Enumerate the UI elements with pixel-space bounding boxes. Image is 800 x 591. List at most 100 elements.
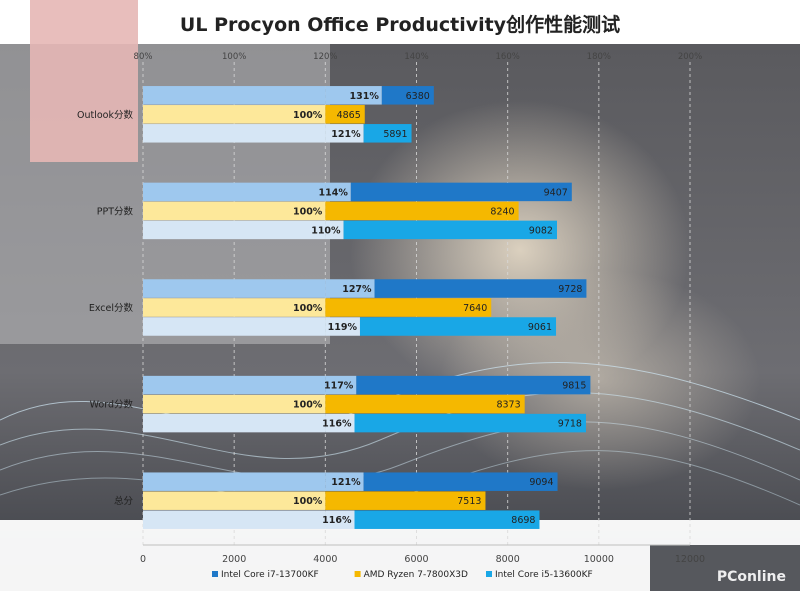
bar-value-segment [354,510,540,529]
x-top-tick-label: 80% [134,52,153,62]
bar-value-label: 9728 [558,284,582,295]
bar-percent-label: 121% [331,477,361,488]
bar-percent-label: 110% [311,225,341,236]
x-top-tick-label: 100% [222,52,246,62]
bar-value-segment [359,317,557,336]
bar-base-segment [143,124,326,143]
bar-value-label: 9061 [528,322,552,333]
bar-value-segment [356,375,591,395]
x-bottom-tick-label: 8000 [496,554,520,565]
bar-value-label: 8698 [511,515,535,526]
bars: 131% 6380 100% 4865 121% 5891 114% 9407 100% 8240… [143,86,591,529]
x-bottom-tick-label: 6000 [404,554,428,565]
bar-percent-segment [325,279,375,298]
chart-title: UL Procyon Office Productivity创作性能测试 [179,14,621,36]
bar-percent-segment [325,317,360,336]
bar-base-segment [143,394,326,414]
bar-value-segment [325,394,525,414]
x-top-tick-label: 200% [678,52,702,62]
bar-value-segment [343,220,557,240]
decorative-wave-2 [0,392,800,459]
x-bottom-tick-label: 2000 [222,554,246,565]
bar-base-segment [143,86,326,105]
bar-percent-label: 100% [293,110,323,121]
bar-percent-label: 114% [319,187,349,198]
bar-base-segment [143,279,326,298]
bar-value-segment [381,86,434,105]
bar-percent-label: 116% [322,515,352,526]
legend-swatch [486,571,492,577]
bar-percent-label: 100% [293,496,323,507]
bar-percent-label: 100% [293,303,323,314]
decorative-wave-3 [0,421,800,482]
bar-percent-segment [325,86,382,105]
bar-value-label: 8373 [496,400,520,411]
bar-value-label: 7513 [457,496,481,507]
bar-value-segment [350,182,572,202]
bar-base-segment [143,317,326,336]
bar-base-segment [143,375,326,395]
category-label: 总分 [114,495,134,507]
bar-value-segment [363,472,558,491]
bar-value-label: 9718 [558,419,582,430]
legend-label: Intel Core i5-13600KF [495,570,593,580]
axes: 0 2000 4000 6000 8000 10000 12000 80% 100% 120% 14… [77,52,705,565]
x-bottom-tick-label: 12000 [675,554,705,565]
bar-base-segment [143,182,326,202]
bar-percent-segment [325,124,364,143]
bar-value-label: 5891 [383,129,407,140]
bar-value-segment [325,105,365,124]
category-label: PPT分数 [97,205,134,217]
bar-percent-segment [325,182,351,202]
x-bottom-tick-label: 0 [140,554,146,565]
x-top-tick-label: 120% [313,52,337,62]
bar-base-segment [143,413,326,433]
bar-base-segment [143,220,326,240]
bar-value-label: 9082 [529,225,553,236]
bar-value-segment [325,201,519,221]
bar-percent-label: 100% [293,400,323,411]
category-label: Outlook分数 [77,109,133,121]
legend-label: AMD Ryzen 7-7800X3D [364,570,468,580]
bar-value-label: 9094 [529,477,553,488]
bar-value-segment [354,413,586,433]
lower-dark-strip [650,545,800,591]
bar-base-segment [143,201,326,221]
bar-value-label: 6380 [406,91,430,102]
bar-percent-label: 100% [293,206,323,217]
watermark: PConline [716,569,786,585]
legend-swatch [212,571,218,577]
bar-value-segment [374,279,587,298]
bar-value-label: 9815 [562,381,586,392]
bar-base-segment [143,298,326,317]
bar-percent-label: 116% [322,419,352,430]
bar-percent-label: 131% [349,91,379,102]
pink-corner-panel [30,0,138,162]
bar-percent-segment [325,413,355,433]
bar-value-label: 4865 [337,110,361,121]
bar-base-segment [143,491,326,510]
bar-percent-label: 121% [331,129,361,140]
x-bottom-tick-label: 10000 [584,554,614,565]
bar-percent-label: 117% [324,381,354,392]
category-label: Excel分数 [89,302,134,314]
x-bottom-tick-label: 4000 [313,554,337,565]
x-top-tick-label: 140% [404,52,428,62]
bar-value-segment [363,124,412,143]
legend-label: Intel Core i7-13700KF [221,570,319,580]
bar-percent-segment [325,510,355,529]
x-top-tick-label: 180% [587,52,611,62]
legend: Intel Core i7-13700KF AMD Ryzen 7-7800X3D… [212,570,593,580]
bar-base-segment [143,105,326,124]
category-label: Word分数 [90,399,134,411]
bar-value-label: 9407 [544,187,568,198]
bar-value-label: 7640 [463,303,487,314]
x-top-tick-label: 160% [496,52,520,62]
bar-percent-segment [325,220,344,240]
legend-swatch [354,571,361,577]
bar-value-segment [325,298,492,317]
bar-percent-label: 119% [328,322,358,333]
bar-value-label: 8240 [490,206,514,217]
bar-percent-segment [325,472,364,491]
